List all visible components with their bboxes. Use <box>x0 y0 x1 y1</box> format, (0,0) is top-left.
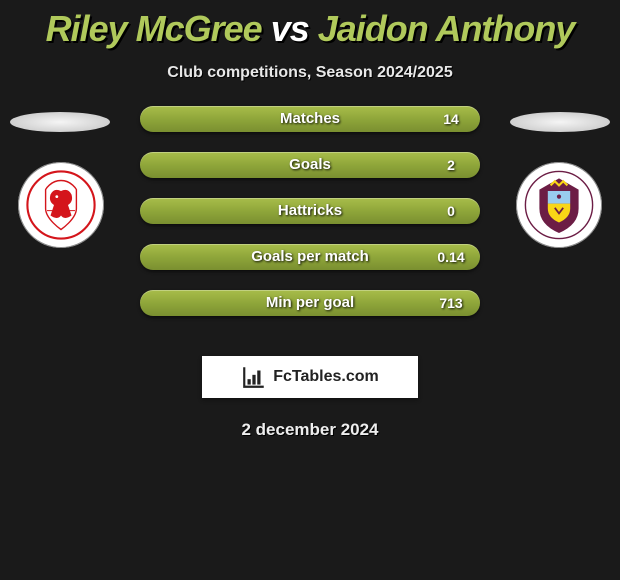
player1-photo-placeholder <box>10 112 110 132</box>
stat-row-goals-per-match: Goals per match 0.14 <box>140 244 480 270</box>
stat-label: Matches <box>140 106 480 132</box>
stat-label: Min per goal <box>140 290 480 316</box>
brand-text: FcTables.com <box>273 368 379 386</box>
stat-label: Hattricks <box>140 198 480 224</box>
stat-row-goals: Goals 2 <box>140 152 480 178</box>
player2-name: Jaidon Anthony <box>318 8 575 49</box>
comparison-title: Riley McGree vs Jaidon Anthony <box>0 0 620 50</box>
middlesbrough-crest-icon <box>26 170 96 240</box>
player2-club-crest <box>516 162 602 248</box>
stat-right-value: 0.14 <box>436 244 466 270</box>
stat-right-value: 713 <box>436 290 466 316</box>
stat-label: Goals per match <box>140 244 480 270</box>
brand-badge: FcTables.com <box>202 356 418 398</box>
comparison-arena: Matches 14 Goals 2 Hattricks 0 Goals per… <box>0 112 620 352</box>
player1-name: Riley McGree <box>46 8 262 49</box>
burnley-crest-icon <box>524 170 594 240</box>
stat-row-hattricks: Hattricks 0 <box>140 198 480 224</box>
stat-label: Goals <box>140 152 480 178</box>
date-text: 2 december 2024 <box>0 420 620 440</box>
stat-right-value: 14 <box>436 106 466 132</box>
player1-club-crest <box>18 162 104 248</box>
stat-row-matches: Matches 14 <box>140 106 480 132</box>
stat-right-value: 2 <box>436 152 466 178</box>
vs-separator: vs <box>271 8 309 49</box>
stat-right-value: 0 <box>436 198 466 224</box>
stat-row-min-per-goal: Min per goal 713 <box>140 290 480 316</box>
stat-bars: Matches 14 Goals 2 Hattricks 0 Goals per… <box>140 106 480 336</box>
bar-chart-icon <box>241 364 267 390</box>
subtitle: Club competitions, Season 2024/2025 <box>0 64 620 82</box>
player2-photo-placeholder <box>510 112 610 132</box>
